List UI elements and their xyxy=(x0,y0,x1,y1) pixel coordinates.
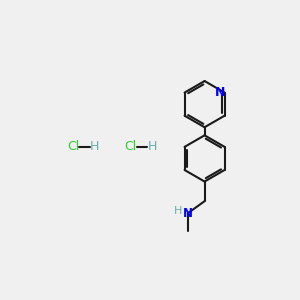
Text: H: H xyxy=(148,140,157,153)
Text: N: N xyxy=(183,207,193,220)
Text: H: H xyxy=(174,206,182,216)
Text: Cl: Cl xyxy=(124,140,137,153)
Text: H: H xyxy=(90,140,100,153)
Text: N: N xyxy=(215,86,226,99)
Text: Cl: Cl xyxy=(67,140,79,153)
